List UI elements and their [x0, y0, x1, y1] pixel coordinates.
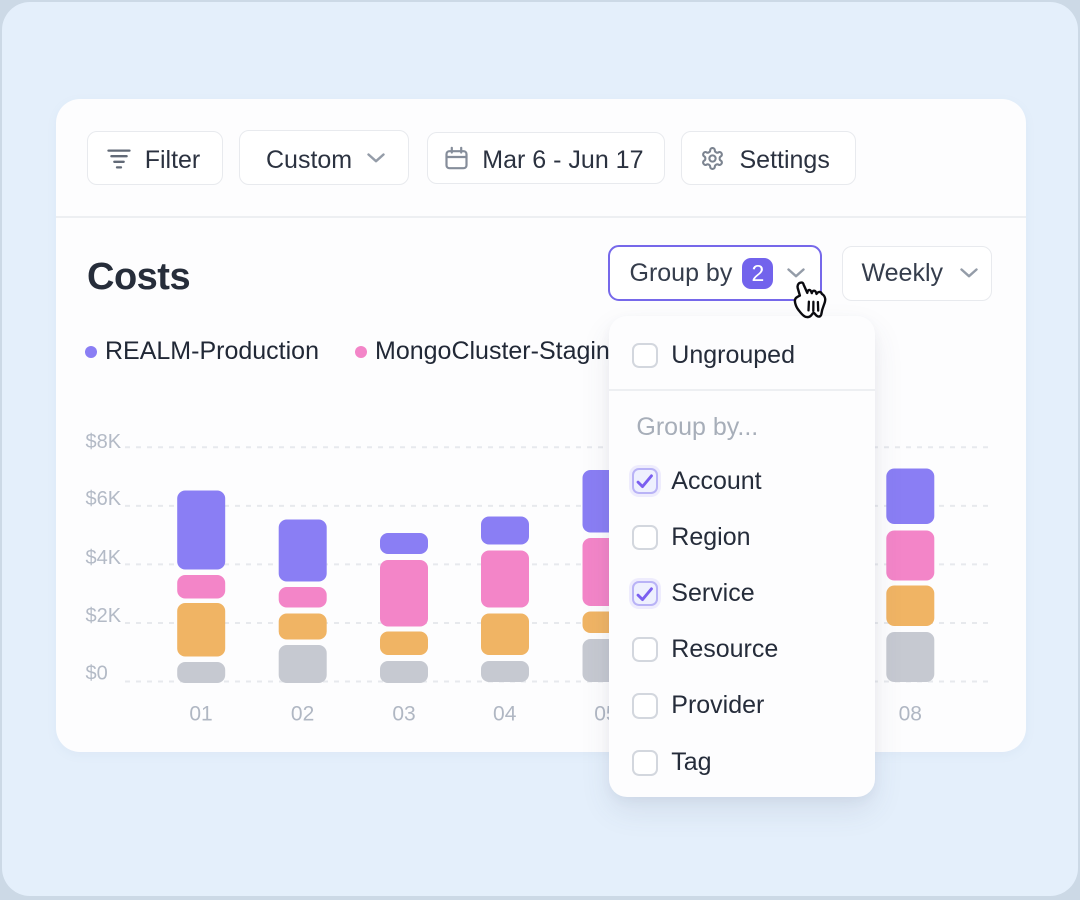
svg-text:$0: $0 [86, 663, 108, 685]
svg-text:$2K: $2K [86, 605, 122, 627]
svg-text:$4K: $4K [86, 547, 122, 569]
svg-text:$6K: $6K [86, 488, 122, 510]
svg-text:04: 04 [493, 703, 517, 726]
svg-text:08: 08 [899, 703, 922, 726]
svg-text:$8K: $8K [86, 431, 122, 453]
svg-text:02: 02 [291, 703, 314, 726]
svg-text:01: 01 [189, 703, 212, 726]
svg-text:03: 03 [392, 703, 415, 726]
